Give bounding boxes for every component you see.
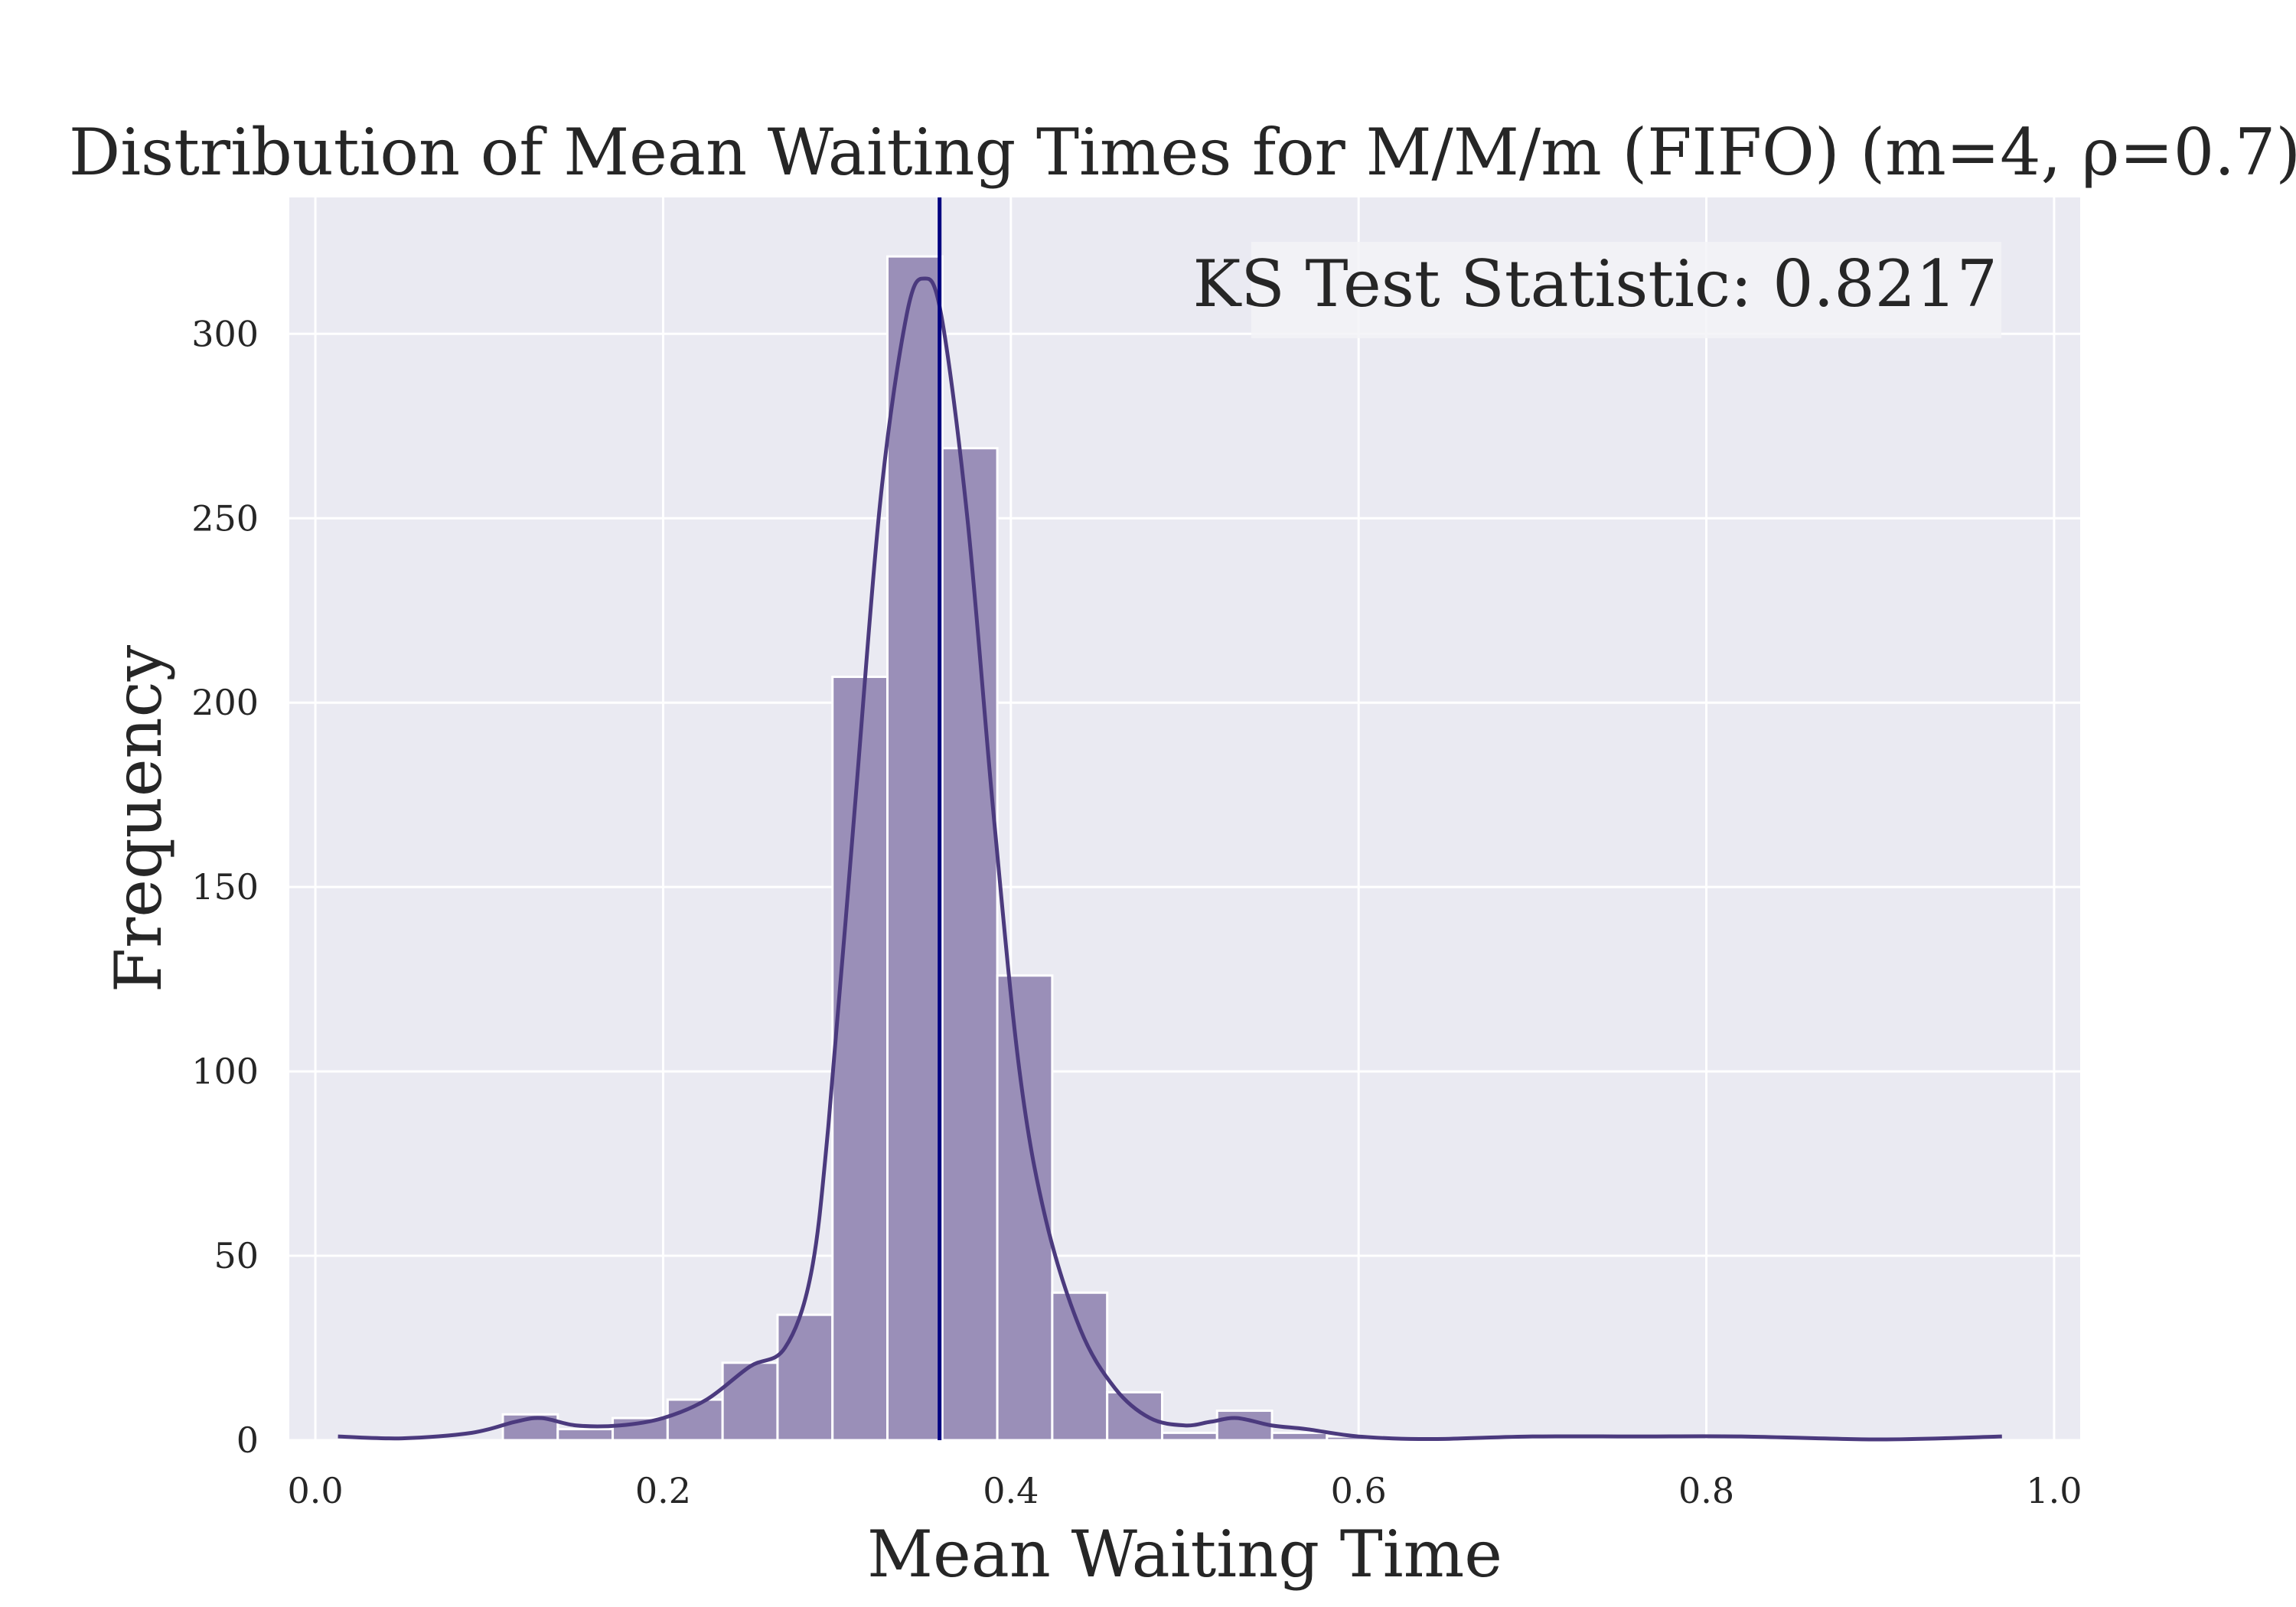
gridlines: [289, 197, 2080, 1442]
histogram-bar: [831, 675, 889, 1442]
plot-area-background: [289, 197, 2080, 1440]
y-tick-label: 200: [191, 682, 259, 723]
x-axis-ticks: 0.0 0.2 0.4 0.6 0.8 1.0: [287, 1470, 2082, 1511]
histogram-bar: [721, 1361, 779, 1442]
x-tick-label: 0.2: [635, 1470, 691, 1511]
chart-title: Distribution of Mean Waiting Times for M…: [69, 115, 2296, 190]
histogram-bar: [776, 1313, 834, 1442]
y-tick-label: 300: [191, 313, 259, 354]
x-tick-label: 0.0: [287, 1470, 343, 1511]
y-axis-ticks: 0 50 100 150 200 250 300: [191, 313, 259, 1461]
histogram-bar: [1215, 1409, 1274, 1442]
ks-statistic-annotation: KS Test Statistic: 0.8217: [1193, 242, 2001, 338]
annotation-box: [1251, 242, 2001, 338]
kde-curve: [338, 276, 2002, 1442]
y-tick-label: 150: [191, 866, 259, 908]
histogram-bar: [1270, 1431, 1329, 1442]
y-tick-label: 250: [191, 497, 259, 539]
y-tick-label: 50: [214, 1235, 259, 1276]
y-tick-label: 0: [236, 1420, 259, 1461]
histogram-bar: [556, 1428, 615, 1442]
x-tick-label: 0.8: [1678, 1470, 1734, 1511]
histogram-bar: [1106, 1390, 1163, 1442]
x-tick-label: 0.4: [983, 1470, 1039, 1511]
histogram-bars: [501, 255, 1384, 1442]
histogram-bar: [886, 255, 944, 1442]
y-tick-label: 100: [191, 1051, 259, 1092]
x-tick-label: 0.6: [1331, 1470, 1387, 1511]
x-axis-label: Mean Waiting Time: [867, 1517, 1502, 1592]
annotation-text: KS Test Statistic: 0.8217: [1193, 246, 1998, 321]
y-axis-label: Frequency: [101, 644, 176, 993]
x-tick-label: 1.0: [2026, 1470, 2082, 1511]
histogram-bar: [941, 447, 999, 1442]
histogram-bar: [1160, 1431, 1218, 1442]
